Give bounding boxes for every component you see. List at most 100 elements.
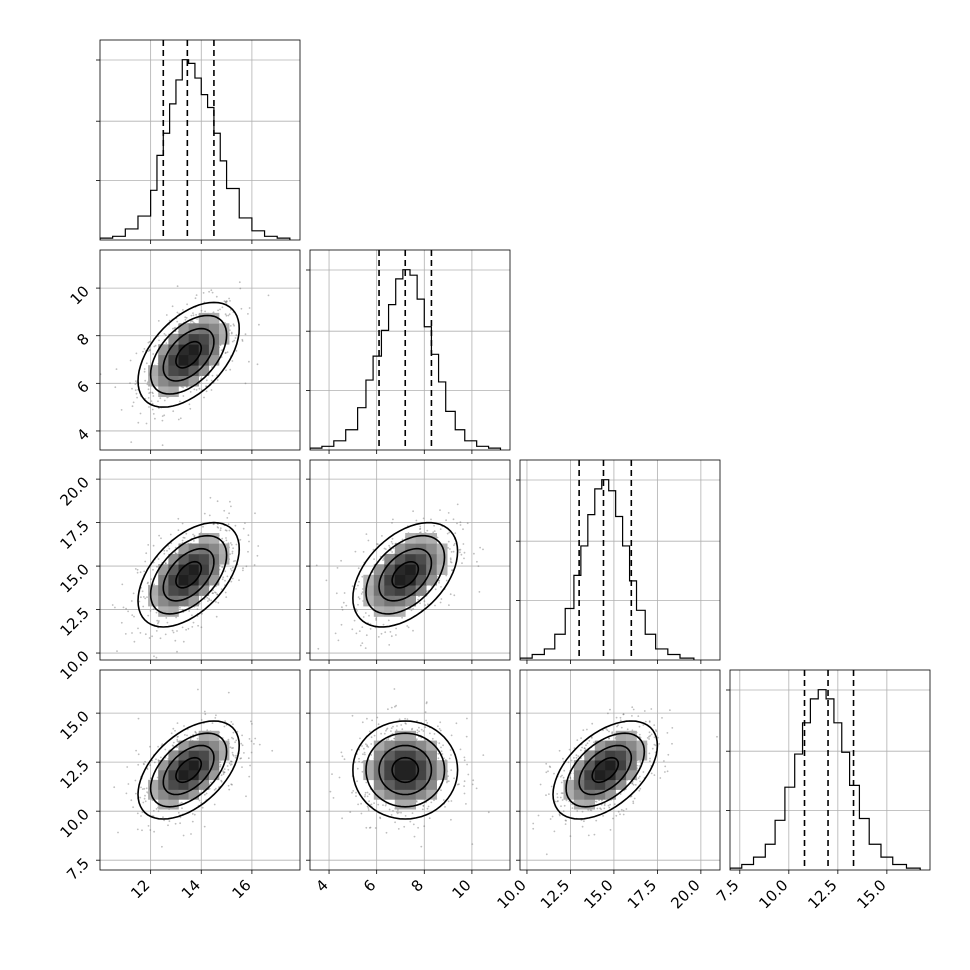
scatter-point bbox=[449, 749, 452, 751]
contour-line-2 bbox=[565, 732, 646, 808]
scatter-point bbox=[357, 803, 359, 806]
scatter-point bbox=[459, 521, 462, 524]
scatter-point bbox=[558, 814, 561, 817]
scatter-point bbox=[465, 803, 467, 805]
density-cell bbox=[208, 354, 220, 366]
scatter-point bbox=[575, 756, 578, 759]
scatter-point bbox=[563, 769, 566, 772]
scatter-point bbox=[375, 543, 378, 545]
scatter-point bbox=[222, 771, 225, 774]
histogram-line bbox=[310, 269, 502, 450]
scatter-point bbox=[413, 835, 416, 838]
density-cell bbox=[594, 760, 606, 771]
scatter-point bbox=[460, 553, 463, 556]
scatter-point bbox=[340, 751, 343, 754]
scatter-point bbox=[439, 721, 442, 724]
scatter-point bbox=[569, 776, 572, 779]
density-cell bbox=[158, 595, 169, 607]
scatter-point bbox=[214, 717, 217, 719]
scatter-point bbox=[223, 768, 226, 770]
density-cell bbox=[394, 543, 406, 555]
scatter-point bbox=[356, 767, 359, 770]
scatter-point bbox=[144, 800, 147, 803]
scatter-point bbox=[478, 591, 481, 593]
scatter-point bbox=[200, 309, 203, 312]
scatter-point bbox=[159, 637, 162, 640]
scatter-point bbox=[232, 755, 235, 757]
density-cell bbox=[415, 553, 427, 565]
scatter-point bbox=[368, 800, 370, 803]
scatter-point bbox=[230, 721, 233, 723]
scatter-point bbox=[391, 537, 394, 540]
density-cell bbox=[415, 789, 427, 800]
contour-line-2 bbox=[149, 534, 228, 615]
scatter-point bbox=[148, 349, 151, 352]
scatter-point bbox=[227, 314, 230, 317]
scatter-point bbox=[422, 517, 425, 520]
scatter-point bbox=[612, 817, 614, 820]
density-cell bbox=[563, 789, 575, 800]
scatter-panel-3-2 bbox=[516, 669, 721, 874]
density-cell bbox=[415, 564, 427, 575]
scatter-point bbox=[233, 324, 236, 327]
scatter-point bbox=[258, 323, 260, 326]
density-cell bbox=[158, 386, 169, 397]
scatter-point bbox=[450, 734, 453, 737]
scatter-point bbox=[176, 745, 179, 748]
scatter-point bbox=[545, 794, 547, 797]
scatter-point bbox=[569, 777, 572, 779]
scatter-point bbox=[638, 725, 641, 728]
scatter-point bbox=[451, 569, 453, 571]
scatter-point bbox=[190, 314, 193, 317]
x-tick-label: 15.0 bbox=[853, 876, 889, 912]
scatter-point bbox=[135, 392, 138, 395]
scatter-point bbox=[171, 305, 174, 308]
scatter-point bbox=[271, 749, 274, 752]
scatter-point bbox=[234, 524, 237, 527]
scatter-point bbox=[229, 760, 232, 763]
scatter-point bbox=[256, 363, 259, 366]
density-cell bbox=[158, 789, 169, 800]
scatter-point bbox=[445, 579, 448, 582]
scatter-point bbox=[337, 639, 340, 642]
scatter-point bbox=[122, 606, 125, 609]
histogram-line bbox=[100, 59, 291, 240]
scatter-point bbox=[561, 774, 563, 777]
scatter-point bbox=[358, 757, 360, 760]
scatter-point bbox=[172, 741, 175, 744]
scatter-point bbox=[225, 529, 228, 532]
scatter-point bbox=[132, 592, 135, 595]
scatter-point bbox=[156, 619, 159, 622]
scatter-point bbox=[365, 533, 368, 535]
density-cell bbox=[198, 585, 210, 596]
scatter-point bbox=[453, 777, 455, 780]
density-cell bbox=[426, 533, 437, 544]
scatter-point bbox=[113, 786, 116, 789]
scatter-point bbox=[176, 285, 179, 288]
scatter-point bbox=[446, 780, 449, 783]
density-cell bbox=[573, 770, 585, 781]
scatter-point bbox=[224, 720, 227, 723]
density-cell bbox=[394, 574, 406, 586]
scatter-point bbox=[217, 523, 219, 526]
density-cell bbox=[426, 750, 437, 761]
scatter-point bbox=[639, 760, 642, 762]
scatter-point bbox=[661, 717, 663, 719]
scatter-point bbox=[653, 724, 656, 726]
scatter-point bbox=[148, 340, 151, 343]
scatter-point bbox=[366, 745, 368, 748]
scatter-point bbox=[211, 722, 214, 724]
scatter-point bbox=[170, 732, 173, 735]
scatter-point bbox=[463, 557, 465, 560]
scatter-point bbox=[549, 818, 552, 820]
scatter-point bbox=[147, 341, 150, 344]
scatter-point bbox=[393, 688, 396, 690]
density-cell bbox=[626, 770, 637, 781]
scatter-point bbox=[130, 600, 133, 602]
scatter-point bbox=[145, 422, 148, 425]
density-cell bbox=[373, 789, 385, 800]
scatter-point bbox=[639, 787, 642, 790]
scatter-point bbox=[639, 780, 641, 783]
scatter-point bbox=[149, 764, 152, 767]
scatter-point bbox=[617, 810, 620, 813]
